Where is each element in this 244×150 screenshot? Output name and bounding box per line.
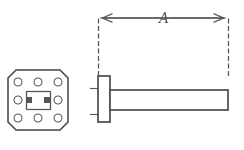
Bar: [26, 97, 32, 103]
Bar: [98, 76, 110, 122]
Bar: [26, 91, 50, 109]
Bar: [110, 90, 228, 110]
Text: A: A: [158, 12, 168, 26]
Bar: [44, 97, 50, 103]
Polygon shape: [8, 70, 68, 130]
